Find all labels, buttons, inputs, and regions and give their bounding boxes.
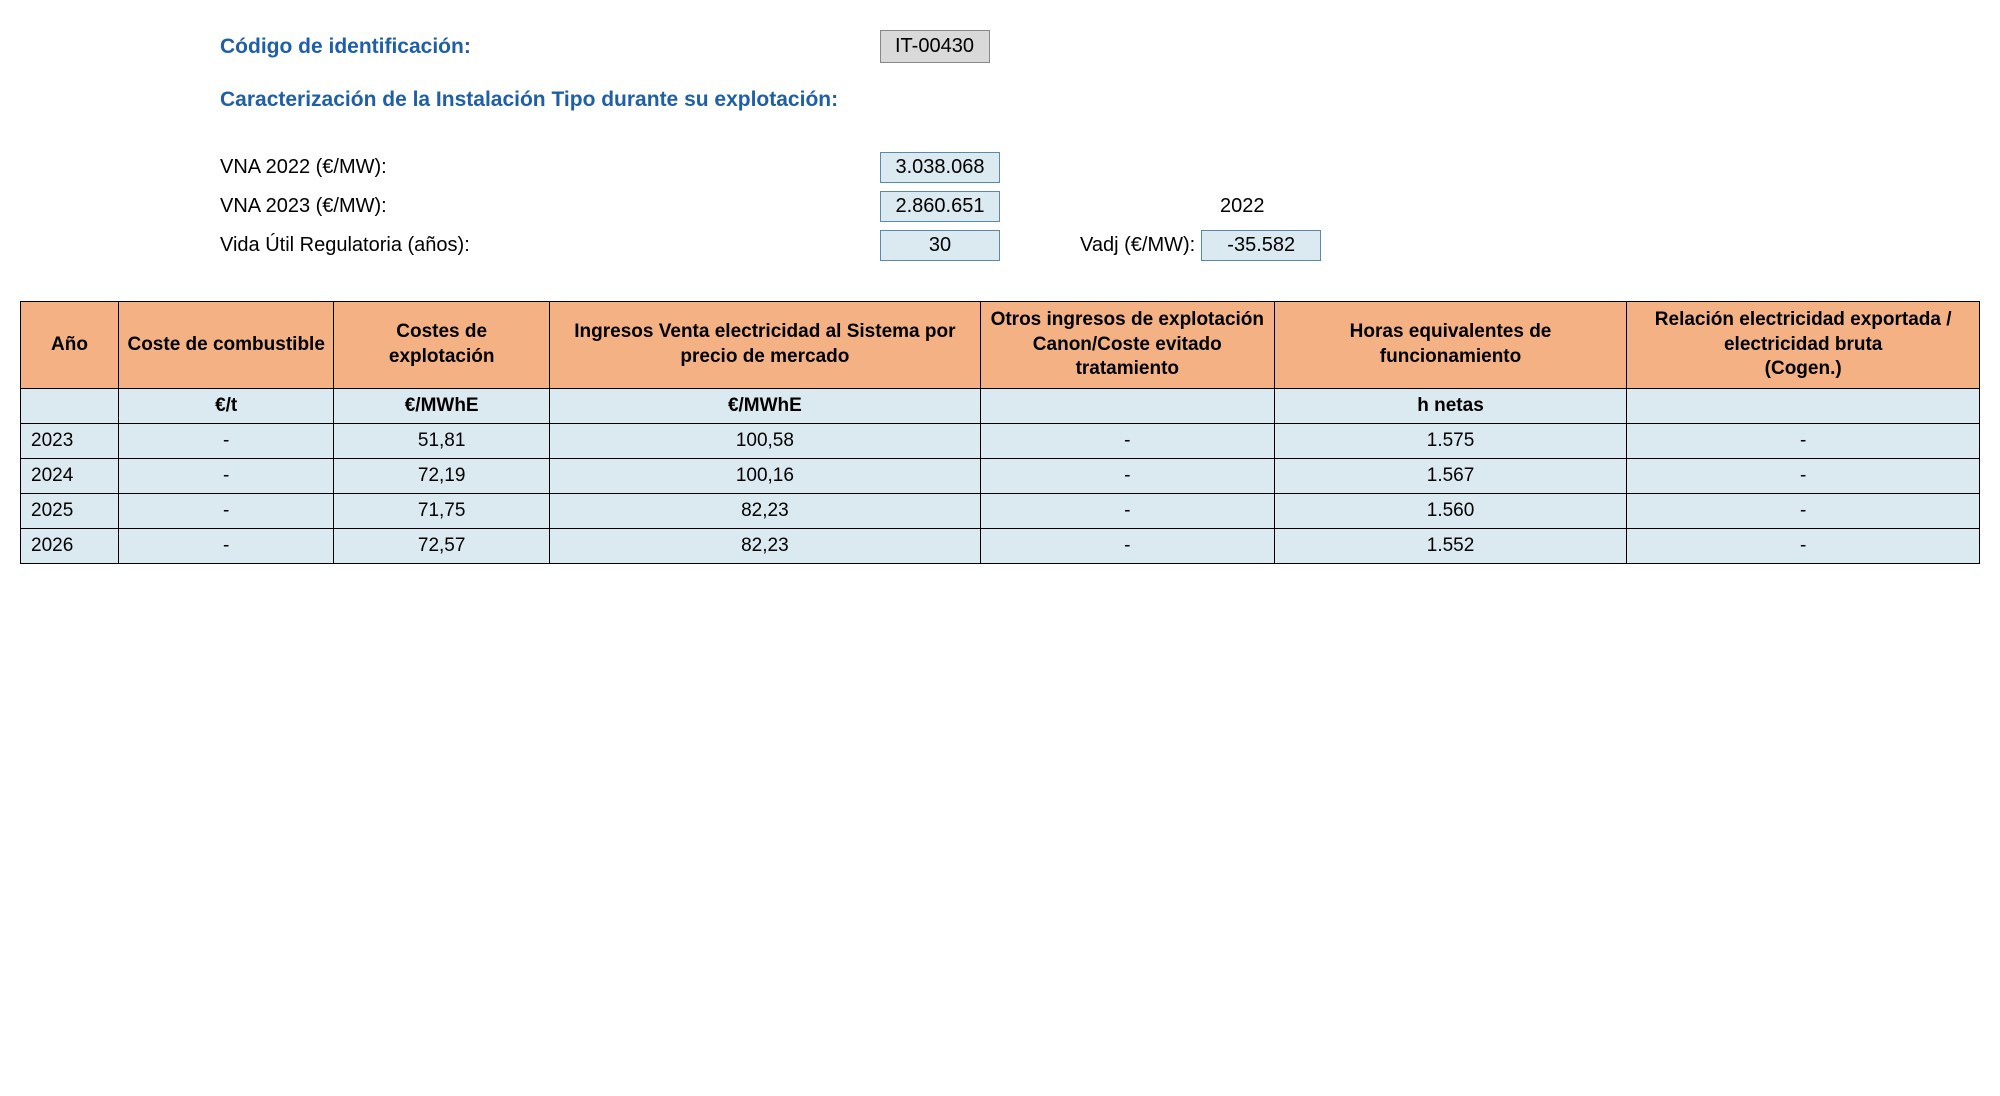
year-ref: 2022 [1220,195,1265,218]
unit-cell: €/t [118,389,333,424]
cell: 71,75 [334,494,549,529]
unit-cell [980,389,1274,424]
cell: 1.567 [1274,459,1627,494]
cell: 100,16 [549,459,980,494]
section-title: Caracterización de la Instalación Tipo d… [220,88,1980,112]
cell: 1.552 [1274,529,1627,564]
col-year: Año [21,302,119,389]
code-label: Código de identificación: [220,35,880,59]
cell: 100,58 [549,424,980,459]
table-row: 2024 - 72,19 100,16 - 1.567 - [21,459,1980,494]
unit-row: €/t €/MWhE €/MWhE h netas [21,389,1980,424]
col-hours: Horas equivalentes de funcionamiento [1274,302,1627,389]
cell: - [980,424,1274,459]
cell: - [118,494,333,529]
cell: 2026 [21,529,119,564]
cell: - [1627,459,1980,494]
header-section: Código de identificación: IT-00430 Carac… [220,30,1980,261]
cell: 2024 [21,459,119,494]
cell: 1.575 [1274,424,1627,459]
cell: 82,23 [549,494,980,529]
vna2022-row: VNA 2022 (€/MW): 3.038.068 [220,152,1980,183]
cell: - [118,459,333,494]
code-row: Código de identificación: IT-00430 [220,30,1980,63]
table-row: 2025 - 71,75 82,23 - 1.560 - [21,494,1980,529]
vadj-label: Vadj (€/MW): [1080,234,1195,257]
col-income: Ingresos Venta electricidad al Sistema p… [549,302,980,389]
vna2023-label: VNA 2023 (€/MW): [220,195,880,218]
unit-cell: h netas [1274,389,1627,424]
cell: 1.560 [1274,494,1627,529]
cell: 51,81 [334,424,549,459]
cell: 82,23 [549,529,980,564]
vna2022-value: 3.038.068 [880,152,1000,183]
vna2022-label: VNA 2022 (€/MW): [220,156,880,179]
vida-label: Vida Útil Regulatoria (años): [220,234,880,257]
col-other: Otros ingresos de explotación Canon/Cost… [980,302,1274,389]
cell: 2025 [21,494,119,529]
table-body: €/t €/MWhE €/MWhE h netas 2023 - 51,81 1… [21,389,1980,564]
cell: 2023 [21,424,119,459]
vadj-value: -35.582 [1201,230,1321,261]
unit-cell [21,389,119,424]
table-row: 2023 - 51,81 100,58 - 1.575 - [21,424,1980,459]
cell: 72,57 [334,529,549,564]
col-oper: Costes de explotación [334,302,549,389]
cell: - [980,494,1274,529]
cell: - [118,424,333,459]
vida-value: 30 [880,230,1000,261]
cell: - [980,459,1274,494]
cell: - [1627,529,1980,564]
table-row: 2026 - 72,57 82,23 - 1.552 - [21,529,1980,564]
unit-cell: €/MWhE [334,389,549,424]
unit-cell [1627,389,1980,424]
table-header-row: Año Coste de combustible Costes de explo… [21,302,1980,389]
cell: - [980,529,1274,564]
vida-row: Vida Útil Regulatoria (años): 30 Vadj (€… [220,230,1980,261]
col-fuel: Coste de combustible [118,302,333,389]
cell: - [1627,494,1980,529]
unit-cell: €/MWhE [549,389,980,424]
cell: - [1627,424,1980,459]
data-table: Año Coste de combustible Costes de explo… [20,301,1980,564]
col-ratio: Relación electricidad exportada / electr… [1627,302,1980,389]
code-value-box: IT-00430 [880,30,990,63]
vna2023-row: VNA 2023 (€/MW): 2.860.651 2022 [220,191,1980,222]
cell: - [118,529,333,564]
cell: 72,19 [334,459,549,494]
vna2023-value: 2.860.651 [880,191,1000,222]
